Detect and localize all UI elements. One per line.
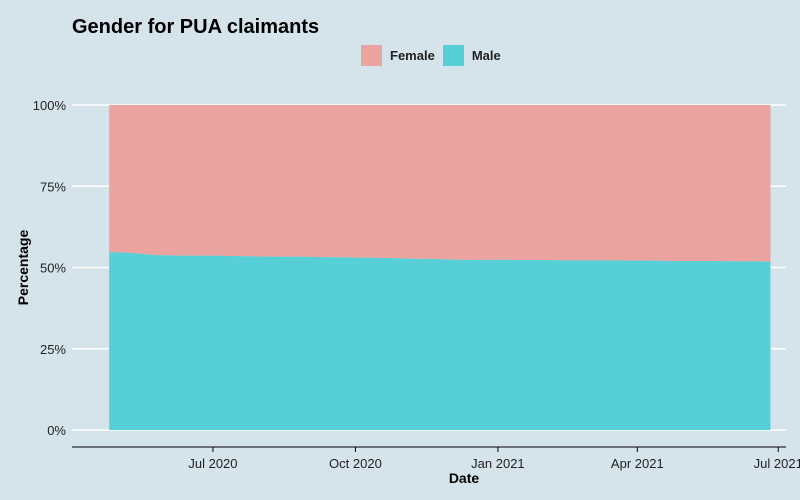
axes: 0% 25% 50% 75% 100% Jul 2020 Oct 2020 Jan 2021 A…	[33, 98, 800, 471]
y-tick-label: 0%	[47, 423, 66, 438]
legend-label-male: Male	[471, 48, 501, 63]
y-tick-label: 75%	[40, 179, 66, 194]
y-tick-label: 100%	[33, 98, 67, 113]
area-female	[109, 105, 771, 262]
x-tick-label: Jul 2020	[188, 456, 237, 471]
legend-item-female: Female	[361, 45, 435, 66]
x-axis-title: Date	[449, 470, 480, 486]
areas	[109, 105, 771, 430]
legend: Female Male	[361, 45, 509, 66]
y-tick-label: 25%	[40, 342, 66, 357]
legend-swatch-male	[442, 45, 464, 66]
x-tick-label: Jan 2021	[471, 456, 525, 471]
x-tick-label: Jul 2021	[754, 456, 800, 471]
chart-title: Gender for PUA claimants	[72, 16, 320, 38]
y-tick-label: 50%	[40, 261, 66, 276]
legend-item-male: Male	[442, 45, 501, 66]
legend-label-female: Female	[390, 48, 435, 63]
x-tick-label: Oct 2020	[329, 456, 382, 471]
x-tick-label: Apr 2021	[611, 456, 664, 471]
legend-swatch-female	[361, 45, 382, 66]
y-axis-title: Percentage	[15, 230, 31, 306]
area-male	[109, 251, 771, 430]
